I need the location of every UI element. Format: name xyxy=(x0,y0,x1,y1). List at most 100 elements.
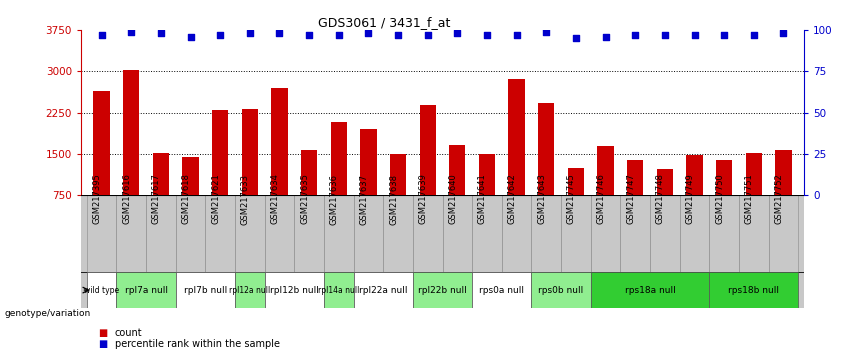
Text: rpl12b null: rpl12b null xyxy=(270,286,319,295)
Bar xyxy=(265,272,324,308)
Text: rps0b null: rps0b null xyxy=(539,286,584,295)
Bar xyxy=(650,195,680,272)
Point xyxy=(777,30,791,36)
Point xyxy=(421,32,435,38)
Point xyxy=(124,29,138,35)
Text: GSM217746: GSM217746 xyxy=(597,173,606,224)
Point xyxy=(362,30,375,36)
Text: GSM217635: GSM217635 xyxy=(300,173,309,224)
Point xyxy=(154,30,168,36)
Point xyxy=(302,32,316,38)
Point xyxy=(540,29,553,35)
Bar xyxy=(591,272,710,308)
Bar xyxy=(716,160,733,195)
Text: GSM217748: GSM217748 xyxy=(656,173,665,224)
Bar xyxy=(353,272,413,308)
Bar xyxy=(687,155,703,195)
Point xyxy=(688,32,701,38)
Text: GSM217747: GSM217747 xyxy=(626,173,635,224)
Bar xyxy=(271,88,288,195)
Bar xyxy=(710,195,739,272)
Text: rps18a null: rps18a null xyxy=(625,286,676,295)
Bar xyxy=(242,109,258,195)
Point xyxy=(94,32,108,38)
Bar xyxy=(745,153,762,195)
Bar xyxy=(420,105,436,195)
Text: GSM217634: GSM217634 xyxy=(271,173,279,224)
Bar xyxy=(175,272,235,308)
Point xyxy=(747,32,761,38)
Bar xyxy=(532,272,591,308)
Text: GSM217616: GSM217616 xyxy=(123,173,131,224)
Bar xyxy=(175,195,205,272)
Text: GSM217639: GSM217639 xyxy=(419,173,428,224)
Bar xyxy=(443,195,472,272)
Bar xyxy=(739,195,768,272)
Bar xyxy=(324,272,353,308)
Text: rps18b null: rps18b null xyxy=(728,286,780,295)
Point xyxy=(332,32,346,38)
Bar xyxy=(449,145,465,195)
Text: wild type: wild type xyxy=(84,286,119,295)
Text: GSM217638: GSM217638 xyxy=(389,173,398,224)
Point xyxy=(599,34,613,40)
Text: ■: ■ xyxy=(98,329,107,338)
Text: rpl14a null: rpl14a null xyxy=(318,286,359,295)
Text: GSM217643: GSM217643 xyxy=(537,173,546,224)
Point xyxy=(272,30,286,36)
Bar xyxy=(330,122,347,195)
Text: GSM217637: GSM217637 xyxy=(359,173,368,224)
Bar xyxy=(775,150,791,195)
Bar xyxy=(390,154,406,195)
Bar xyxy=(146,195,175,272)
Point xyxy=(480,32,494,38)
Text: rpl7a null: rpl7a null xyxy=(124,286,168,295)
Bar xyxy=(591,195,620,272)
Text: GSM217618: GSM217618 xyxy=(181,173,191,224)
Point xyxy=(628,32,642,38)
Bar xyxy=(568,168,584,195)
Bar xyxy=(768,195,798,272)
Bar xyxy=(472,272,532,308)
Bar xyxy=(123,70,140,195)
Text: ■: ■ xyxy=(98,339,107,349)
Text: GSM217749: GSM217749 xyxy=(686,174,694,224)
Bar xyxy=(657,169,673,195)
Point xyxy=(243,30,257,36)
Bar xyxy=(152,153,169,195)
Bar xyxy=(360,129,376,195)
Bar xyxy=(117,195,146,272)
Point xyxy=(214,32,227,38)
Bar xyxy=(182,157,198,195)
Text: GSM217752: GSM217752 xyxy=(774,174,784,224)
Bar xyxy=(205,195,235,272)
Bar xyxy=(87,195,117,272)
Point xyxy=(569,35,583,41)
Bar xyxy=(472,195,502,272)
Bar xyxy=(87,272,117,308)
Point xyxy=(184,34,197,40)
Bar xyxy=(117,272,175,308)
Bar xyxy=(413,195,443,272)
Bar xyxy=(620,195,650,272)
Text: GSM217621: GSM217621 xyxy=(211,174,220,224)
Bar xyxy=(561,195,591,272)
Text: GSM217745: GSM217745 xyxy=(567,174,576,224)
Text: GSM217617: GSM217617 xyxy=(151,173,161,224)
Point xyxy=(391,32,405,38)
Bar xyxy=(532,195,561,272)
Bar xyxy=(235,195,265,272)
Bar xyxy=(502,195,532,272)
Text: GSM217642: GSM217642 xyxy=(508,174,517,224)
Bar xyxy=(710,272,798,308)
Text: rpl12a null: rpl12a null xyxy=(229,286,271,295)
Point xyxy=(450,30,464,36)
Text: percentile rank within the sample: percentile rank within the sample xyxy=(115,339,280,349)
Bar xyxy=(383,195,413,272)
Bar xyxy=(479,154,495,195)
Point xyxy=(510,32,523,38)
Bar xyxy=(212,110,228,195)
Bar xyxy=(627,160,643,195)
Text: GSM217750: GSM217750 xyxy=(715,174,724,224)
Title: GDS3061 / 3431_f_at: GDS3061 / 3431_f_at xyxy=(318,16,451,29)
